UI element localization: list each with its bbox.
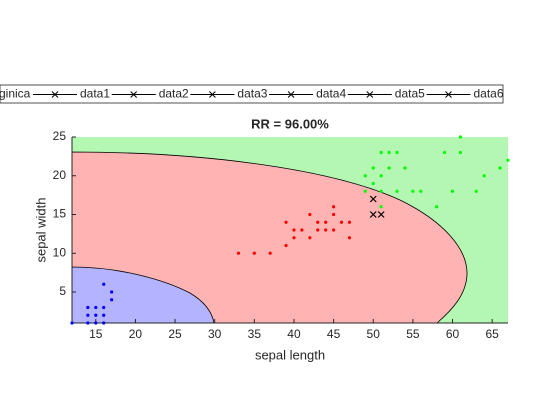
x-tick-label: 20 [129, 327, 143, 341]
point [94, 321, 98, 325]
legend-label: data5 [395, 87, 425, 101]
x-tick-label: 30 [208, 327, 222, 341]
point [332, 228, 336, 232]
point [332, 205, 336, 209]
y-axis-label: sepal width [33, 197, 48, 262]
y-tick-label: 5 [59, 284, 66, 298]
point [102, 321, 106, 325]
x-tick-label: 65 [485, 327, 499, 341]
point [102, 305, 106, 310]
point [86, 313, 90, 317]
legend-box [0, 84, 504, 104]
point [369, 195, 377, 203]
point [363, 189, 367, 193]
point [292, 228, 296, 232]
x-tick-label: 60 [446, 327, 460, 341]
x-tick-label: 15 [89, 327, 103, 341]
decision-regions [72, 137, 508, 323]
point [482, 174, 486, 178]
legend-marker [209, 91, 216, 98]
region-blue [72, 266, 215, 323]
point [498, 166, 502, 170]
point [252, 251, 256, 255]
point [308, 236, 312, 240]
point [411, 189, 415, 193]
point [379, 150, 383, 155]
point [419, 189, 423, 193]
y-tick-label: 20 [53, 168, 67, 182]
point [102, 313, 106, 317]
x-tick-label: 55 [406, 327, 420, 341]
point [371, 166, 375, 170]
legend-marker [445, 91, 452, 98]
point [86, 321, 90, 325]
legend-marker [287, 91, 295, 98]
legend-label: ginica [0, 87, 31, 101]
point [379, 189, 383, 193]
point [316, 228, 320, 232]
point [339, 220, 344, 224]
point [324, 228, 328, 232]
point [395, 150, 399, 155]
point [442, 150, 447, 155]
point [363, 174, 367, 178]
point [387, 166, 391, 170]
point [332, 212, 336, 217]
point [284, 243, 288, 248]
x-tick-label: 25 [168, 327, 182, 341]
legend-label: data2 [159, 87, 189, 101]
legend-label: data4 [316, 87, 346, 101]
x-tick-label: 40 [287, 327, 301, 341]
y-tick-label: 15 [53, 207, 67, 221]
point [110, 298, 114, 302]
legend-label: data6 [474, 87, 504, 101]
point [347, 236, 352, 240]
point [324, 220, 328, 224]
point [435, 205, 439, 209]
legend-marker [130, 91, 138, 98]
point [347, 220, 352, 224]
legend-label: data3 [237, 87, 267, 101]
point [300, 228, 304, 232]
point [474, 189, 478, 193]
legend-label: data1 [80, 87, 110, 101]
point [86, 305, 90, 310]
point [70, 321, 74, 325]
point [110, 290, 114, 294]
point [268, 251, 272, 255]
point [292, 236, 296, 240]
point [506, 158, 510, 162]
point [458, 135, 463, 139]
point [377, 211, 385, 218]
point [284, 220, 288, 224]
point [94, 313, 98, 317]
point [316, 220, 320, 224]
region-red [72, 151, 468, 323]
point [395, 189, 399, 193]
point [458, 150, 463, 155]
point [369, 211, 377, 218]
x-tick-label: 35 [248, 327, 262, 341]
legend-marker [51, 91, 59, 98]
x-tick-label: 50 [367, 327, 381, 341]
x-axis-label: sepal length [255, 347, 325, 362]
point [102, 282, 106, 286]
point [94, 305, 98, 310]
point [379, 205, 383, 209]
point [379, 174, 383, 178]
point [371, 181, 375, 186]
y-tick-label: 10 [53, 245, 67, 259]
legend-marker [366, 91, 374, 98]
point [308, 212, 312, 217]
point [387, 150, 391, 155]
point [236, 251, 241, 255]
x-tick-label: 45 [327, 327, 341, 341]
y-tick-label: 25 [53, 129, 67, 143]
point [450, 189, 455, 193]
chart-title: RR = 96.00% [251, 116, 329, 131]
point [403, 166, 407, 170]
